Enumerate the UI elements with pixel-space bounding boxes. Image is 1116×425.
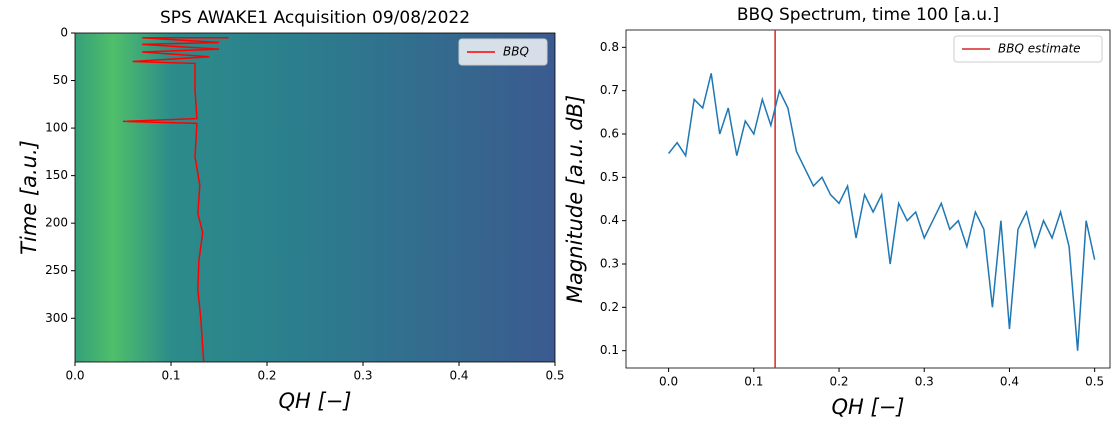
y-tick-label: 200	[45, 216, 68, 230]
x-tick-label: 0.0	[65, 369, 84, 383]
y-tick-label: 250	[45, 263, 68, 277]
plot-frame	[625, 29, 1111, 369]
y-axis-label: Time [a.u.]	[17, 140, 41, 255]
y-tick-label: 0.8	[600, 40, 619, 54]
y-tick-label: 0.1	[600, 343, 619, 357]
legend-box	[953, 35, 1103, 63]
y-tick-label: 0	[60, 26, 68, 40]
chart-title: BBQ Spectrum, time 100 [a.u.]	[737, 5, 999, 25]
x-tick-label: 0.3	[353, 369, 372, 383]
series-line	[122, 37, 229, 362]
x-tick-label: 0.3	[915, 375, 934, 389]
legend-label: BBQ	[503, 45, 529, 59]
x-tick-label: 0.2	[257, 369, 276, 383]
y-tick-label: 0.4	[600, 213, 619, 227]
y-tick-label: 100	[45, 121, 68, 135]
x-tick-label: 0.1	[161, 369, 180, 383]
x-tick-label: 0.0	[659, 375, 678, 389]
y-tick-label: 300	[45, 311, 68, 325]
x-tick-label: 0.5	[1085, 375, 1104, 389]
x-axis-label: QH [−]	[279, 389, 352, 413]
y-tick-label: 150	[45, 168, 68, 182]
y-tick-label: 0.5	[600, 170, 619, 184]
legend-box	[458, 38, 548, 66]
chart-title: SPS AWAKE1 Acquisition 09/08/2022	[160, 8, 470, 28]
x-tick-label: 0.1	[744, 375, 763, 389]
legend-label: BBQ estimate	[998, 42, 1081, 56]
x-tick-label: 0.4	[1000, 375, 1019, 389]
plot-frame	[74, 32, 556, 363]
x-tick-label: 0.2	[829, 375, 848, 389]
heatmap-background	[75, 33, 555, 362]
y-tick-label: 0.6	[600, 127, 619, 141]
y-tick-label: 0.2	[600, 300, 619, 314]
y-tick-label: 0.7	[600, 83, 619, 97]
x-tick-label: 0.4	[449, 369, 468, 383]
y-axis-label: Magnitude [a.u. dB]	[563, 95, 587, 303]
series-line	[668, 73, 1096, 351]
x-tick-label: 0.5	[545, 369, 564, 383]
x-axis-label: QH [−]	[832, 395, 905, 419]
y-tick-label: 0.3	[600, 257, 619, 271]
y-tick-label: 50	[53, 73, 68, 87]
